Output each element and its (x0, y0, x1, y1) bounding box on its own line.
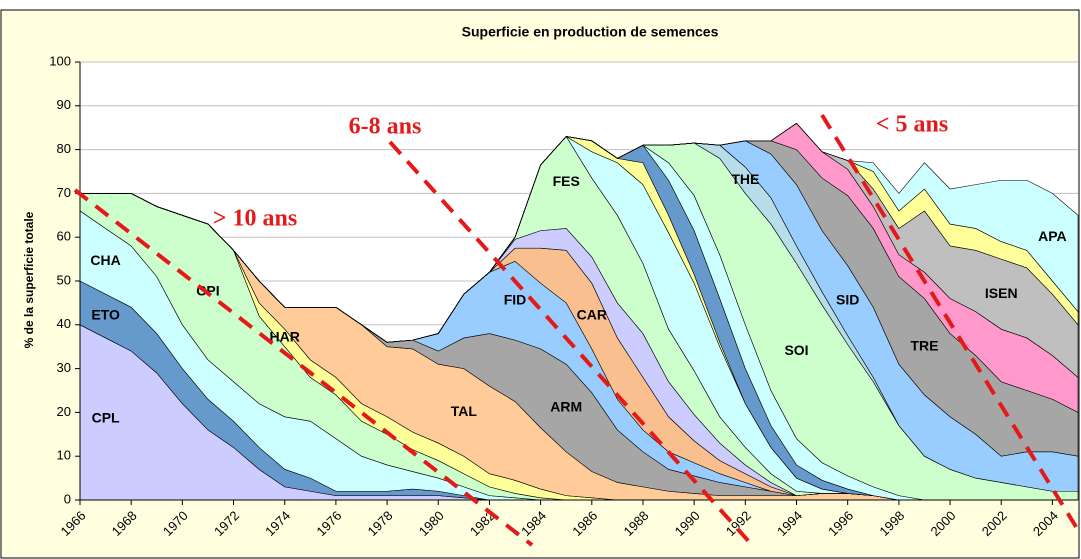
trend-line (820, 113, 1080, 532)
series-label: ARM (550, 399, 582, 415)
series-label: SOI (784, 342, 808, 358)
y-tick-label: 100 (49, 53, 71, 68)
series-label: TAL (451, 403, 478, 419)
annotation: 6-8 ans (349, 114, 422, 140)
series-label: THE (731, 171, 759, 187)
series-label: FID (504, 291, 527, 307)
y-tick-label: 60 (57, 229, 71, 244)
y-tick-label: 70 (57, 185, 71, 200)
y-tick-label: 40 (57, 316, 71, 331)
series-label: HAR (270, 329, 300, 345)
y-tick-label: 90 (57, 97, 71, 112)
series-label: FES (553, 173, 580, 189)
series-label: CHA (90, 252, 120, 268)
y-tick-label: 10 (57, 448, 71, 463)
area (80, 122, 1079, 343)
trend-line (73, 188, 534, 547)
series-label: CAR (577, 307, 607, 323)
annotation: < 5 ans (876, 112, 948, 138)
series-label: SID (836, 291, 859, 307)
series-label: TRE (910, 337, 938, 353)
annotation: > 10 ans (213, 206, 297, 232)
y-tick-label: 80 (57, 141, 71, 156)
y-axis-title: % de la superficie totale (22, 211, 36, 348)
y-tick-label: 0 (64, 491, 71, 506)
series-label: ETO (91, 307, 120, 323)
series-label: APA (1038, 228, 1067, 244)
y-tick-label: 30 (57, 360, 71, 375)
series-label: CPL (92, 410, 120, 426)
y-tick-label: 50 (57, 272, 71, 287)
chart-title: Superficie en production de semences (462, 24, 719, 40)
y-tick-label: 20 (57, 404, 71, 419)
series-label: ISEN (985, 285, 1018, 301)
trend-line (388, 140, 754, 547)
